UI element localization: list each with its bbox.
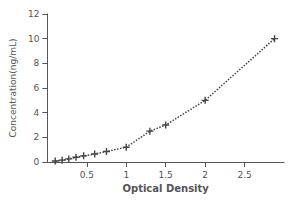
svg-text:Optical Density: Optical Density	[123, 183, 210, 194]
svg-text:2: 2	[34, 132, 40, 142]
svg-text:8: 8	[34, 58, 40, 68]
svg-text:0: 0	[34, 157, 40, 167]
svg-text:0.5: 0.5	[80, 170, 94, 180]
svg-text:12: 12	[28, 9, 39, 19]
svg-text:Concentration(ng/mL): Concentration(ng/mL)	[8, 39, 18, 138]
svg-text:2.5: 2.5	[237, 170, 251, 180]
svg-text:2: 2	[202, 170, 208, 180]
svg-text:10: 10	[28, 34, 40, 44]
svg-text:6: 6	[34, 83, 40, 93]
svg-text:1.5: 1.5	[159, 170, 173, 180]
svg-text:1: 1	[123, 170, 129, 180]
svg-text:4: 4	[34, 108, 40, 118]
